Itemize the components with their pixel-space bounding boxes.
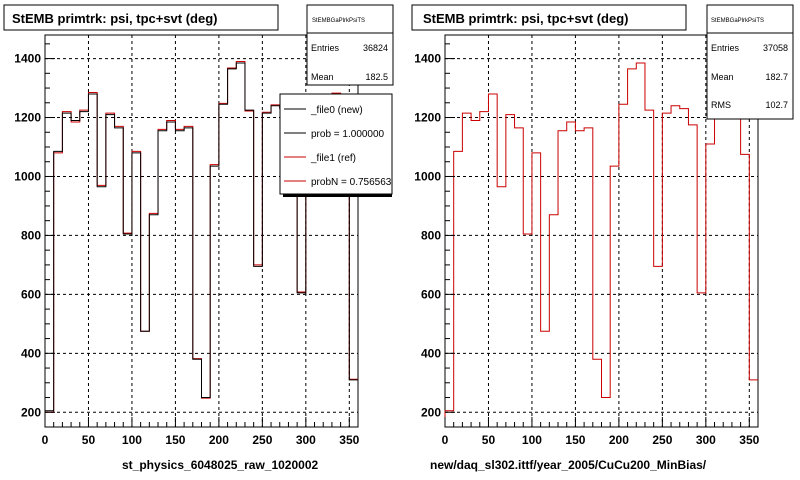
right-ytick-label: 400 xyxy=(421,346,441,360)
left-stats-entries-label: Entries xyxy=(311,43,340,53)
left-ytick-label: 400 xyxy=(21,346,41,360)
right-xtick-label: 150 xyxy=(565,433,585,447)
left-ytick-label: 1400 xyxy=(14,52,41,66)
right-ytick-label: 1000 xyxy=(414,169,441,183)
right-xtick-label: 300 xyxy=(696,433,716,447)
right-xtick-label: 50 xyxy=(482,433,496,447)
right-stats-mean-label: Mean xyxy=(711,72,734,82)
left-series-new xyxy=(44,62,358,427)
right-title-box: StEMB primtrk: psi, tpc+svt (deg) xyxy=(411,4,687,31)
right-ytick-label: 600 xyxy=(421,287,441,301)
right-stats-rms-label: RMS xyxy=(711,100,731,110)
left-stats-mean-label: Mean xyxy=(311,72,334,82)
right-series-ref xyxy=(444,62,758,427)
right-title: StEMB primtrk: psi, tpc+svt (deg) xyxy=(423,11,629,26)
legend-entry-prob: prob = 1.000000 xyxy=(311,129,385,140)
left-xtick-label: 150 xyxy=(165,433,185,447)
right-xlabel: new/daq_sl302.ittf/year_2005/CuCu200_Min… xyxy=(430,458,707,472)
left-xtick-label: 100 xyxy=(122,433,142,447)
left-ytick-label: 200 xyxy=(21,405,41,419)
legend-entry-new: _file0 (new) xyxy=(310,105,363,116)
right-xtick-label: 200 xyxy=(609,433,629,447)
left-ytick-label: 1200 xyxy=(14,111,41,125)
right-xtick-label: 350 xyxy=(739,433,759,447)
right-stats-entries-value: 37058 xyxy=(763,43,788,53)
left-stats-title: StEMBGaPlrkPsiTS xyxy=(312,18,365,24)
left-stats-entries-value: 36824 xyxy=(363,43,388,53)
right-stats-title: StEMBGaPlrkPsiTS xyxy=(711,18,764,24)
right-stats-rms-value: 102.7 xyxy=(765,100,788,110)
right-stats-entries-label: Entries xyxy=(711,43,740,53)
left-title: StEMB primtrk: psi, tpc+svt (deg) xyxy=(12,11,218,26)
left-stats-mean-value: 182.5 xyxy=(365,72,388,82)
right-xtick-label: 250 xyxy=(652,433,672,447)
left-xtick-label: 250 xyxy=(252,433,272,447)
left-stats-box: StEMBGaPlrkPsiTS Entries 36824 Mean 182.… xyxy=(306,4,394,86)
right-ytick-label: 1200 xyxy=(414,111,441,125)
left-xlabel: st_physics_6048025_raw_1020002 xyxy=(122,458,318,472)
right-xtick-label: 0 xyxy=(442,433,449,447)
left-title-box: StEMB primtrk: psi, tpc+svt (deg) xyxy=(3,4,279,31)
right-plot: 0 50 100 150 200 250 300 350 200 400 600 800 1000 120… xyxy=(414,34,760,447)
right-ytick-label: 800 xyxy=(421,228,441,242)
left-xtick-label: 350 xyxy=(339,433,359,447)
left-legend: _file0 (new) prob = 1.000000 _file1 (ref… xyxy=(279,93,393,197)
right-stats-mean-value: 182.7 xyxy=(765,72,788,82)
left-ytick-label: 800 xyxy=(21,228,41,242)
left-xtick-label: 50 xyxy=(82,433,96,447)
right-stats-box: StEMBGaPlrkPsiTS Entries 37058 Mean 182.… xyxy=(706,4,794,120)
left-xtick-label: 200 xyxy=(209,433,229,447)
left-ytick-label: 600 xyxy=(21,287,41,301)
left-ytick-label: 1000 xyxy=(14,169,41,183)
right-ytick-label: 200 xyxy=(421,405,441,419)
right-ytick-label: 1400 xyxy=(414,52,441,66)
left-xtick-label: 0 xyxy=(42,433,49,447)
legend-entry-probn: probN = 0.756563 xyxy=(311,177,392,188)
left-xtick-label: 300 xyxy=(296,433,316,447)
legend-entry-ref: _file1 (ref) xyxy=(310,153,356,164)
right-xtick-label: 100 xyxy=(522,433,542,447)
